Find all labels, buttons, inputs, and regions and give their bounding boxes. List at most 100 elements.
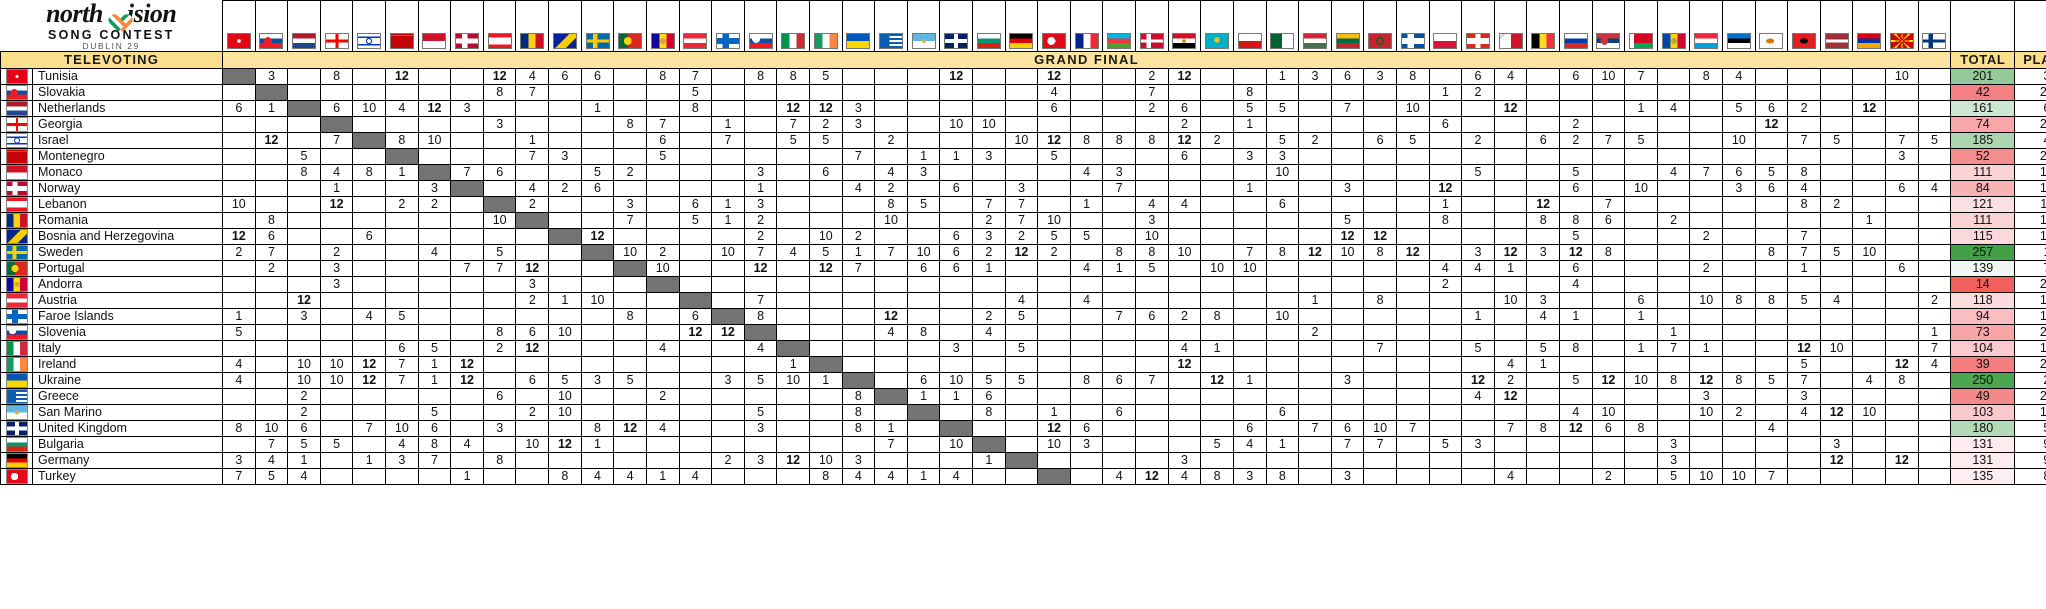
- country-cell-faroe-islands[interactable]: Faroe Islands: [0, 307, 223, 325]
- voter-column-header-israel[interactable]: [352, 0, 387, 52]
- voter-column-header-andorra[interactable]: [645, 0, 680, 52]
- vote-cell: 10: [1722, 131, 1756, 149]
- voter-column-header-belarus[interactable]: [1624, 0, 1658, 52]
- country-cell-romania[interactable]: Romania: [0, 211, 223, 229]
- voter-column-header-bosnia-and-herzegovina[interactable]: [548, 0, 582, 52]
- voter-column-header-luxembourg[interactable]: [1689, 0, 1724, 52]
- voter-column-header-morocco[interactable]: [1363, 0, 1397, 52]
- voter-column-header-norway[interactable]: [450, 0, 484, 52]
- country-cell-austria[interactable]: Austria: [0, 291, 223, 309]
- voter-column-header-moldova[interactable]: [1656, 0, 1691, 52]
- voter-column-header-poland[interactable]: [1428, 0, 1463, 52]
- vote-cell: 10: [1885, 67, 1919, 85]
- country-cell-montenegro[interactable]: Montenegro: [0, 147, 223, 165]
- voter-column-header-turkey[interactable]: [1037, 0, 1071, 52]
- voter-column-header-france[interactable]: [1069, 0, 1104, 52]
- voter-column-header-sweden[interactable]: [580, 0, 615, 52]
- country-cell-monaco[interactable]: Monaco: [0, 163, 223, 181]
- voter-column-header-finland[interactable]: [1917, 0, 1952, 52]
- country-cell-israel[interactable]: Israel: [0, 131, 223, 149]
- voter-column-header-serbia[interactable]: [1591, 0, 1626, 52]
- voter-column-header-estonia[interactable]: [1722, 0, 1756, 52]
- country-cell-tunisia[interactable]: Tunisia: [0, 67, 223, 85]
- voter-column-header-ireland[interactable]: [808, 0, 843, 52]
- voter-column-header-algeria[interactable]: [1265, 0, 1300, 52]
- voter-column-header-romania[interactable]: [515, 0, 550, 52]
- voter-column-header-czech-republic[interactable]: [1232, 0, 1267, 52]
- voter-column-header-lithuania[interactable]: [1330, 0, 1365, 52]
- voter-column-header-kazakhstan[interactable]: [1200, 0, 1234, 52]
- voter-column-header-albania[interactable]: [1787, 0, 1821, 52]
- voter-column-header-malta[interactable]: [1493, 0, 1528, 52]
- country-cell-netherlands[interactable]: Netherlands: [0, 99, 223, 117]
- vote-cell: [1102, 435, 1137, 453]
- voter-column-header-lebanon[interactable]: [482, 0, 517, 52]
- country-cell-ireland[interactable]: Ireland: [0, 355, 223, 373]
- voter-column-header-netherlands[interactable]: [287, 0, 321, 52]
- country-cell-portugal[interactable]: Portugal: [0, 259, 223, 277]
- country-cell-slovakia[interactable]: Slovakia: [0, 83, 223, 101]
- country-cell-sweden[interactable]: Sweden: [0, 243, 223, 261]
- voter-column-header-italy[interactable]: [776, 0, 810, 52]
- voter-column-header-united-kingdom[interactable]: [939, 0, 974, 52]
- country-cell-greece[interactable]: Greece: [0, 387, 223, 405]
- voter-column-header-russia[interactable]: [1558, 0, 1593, 52]
- voter-column-header-bulgaria[interactable]: [972, 0, 1006, 52]
- voter-column-header-ukraine[interactable]: [841, 0, 876, 52]
- voter-column-header-montenegro[interactable]: [385, 0, 419, 52]
- vote-cell: 10: [1200, 259, 1234, 277]
- country-cell-georgia[interactable]: Georgia: [0, 115, 223, 133]
- vote-cell: [1656, 275, 1691, 293]
- vote-cell: 10: [548, 403, 582, 421]
- country-cell-bosnia-and-herzegovina[interactable]: Bosnia and Herzegovina: [0, 227, 223, 245]
- voter-column-header-iceland[interactable]: [1395, 0, 1430, 52]
- country-cell-san-marino[interactable]: San Marino: [0, 403, 223, 421]
- voter-column-header-north-macedonia[interactable]: [1885, 0, 1919, 52]
- vote-cell: [711, 467, 745, 485]
- vote-cell: [1917, 67, 1952, 85]
- voter-column-header-greece[interactable]: [874, 0, 908, 52]
- voter-column-header-belgium[interactable]: [1526, 0, 1560, 52]
- voter-column-header-tunisia[interactable]: [222, 0, 256, 52]
- vote-cell: [645, 83, 680, 101]
- vote-cell: [776, 227, 810, 245]
- voter-column-header-cyprus[interactable]: [1754, 0, 1789, 52]
- voter-column-header-hungary[interactable]: [1298, 0, 1332, 52]
- north-macedonia-flag-icon: [1889, 33, 1914, 50]
- vote-cell: [1363, 83, 1397, 101]
- voter-column-header-egypt[interactable]: [1167, 0, 1202, 52]
- voter-column-header-slovakia[interactable]: [254, 0, 289, 52]
- country-cell-italy[interactable]: Italy: [0, 339, 223, 357]
- country-cell-germany[interactable]: Germany: [0, 451, 223, 469]
- country-name: Ukraine: [38, 373, 82, 387]
- voter-column-header-georgia[interactable]: [319, 0, 354, 52]
- voter-column-header-faroe-islands[interactable]: [711, 0, 745, 52]
- country-cell-bulgaria[interactable]: Bulgaria: [0, 435, 223, 453]
- voter-column-header-denmark[interactable]: [1135, 0, 1169, 52]
- voter-column-header-germany[interactable]: [1004, 0, 1039, 52]
- final-place: 19: [2014, 179, 2046, 197]
- voter-column-header-switzerland[interactable]: [1461, 0, 1495, 52]
- voter-column-header-armenia[interactable]: [1852, 0, 1887, 52]
- voter-column-header-san-marino[interactable]: [906, 0, 941, 52]
- vote-cell: [1135, 403, 1169, 421]
- country-cell-norway[interactable]: Norway: [0, 179, 223, 197]
- vote-cell: [1200, 323, 1234, 341]
- vote-cell: 2: [1917, 291, 1952, 309]
- country-cell-ukraine[interactable]: Ukraine: [0, 371, 223, 389]
- vote-cell: 12: [450, 355, 484, 373]
- voter-column-header-azerbaijan[interactable]: [1102, 0, 1137, 52]
- country-cell-andorra[interactable]: Andorra: [0, 275, 223, 293]
- voter-column-header-portugal[interactable]: [613, 0, 647, 52]
- vote-cell: [1787, 211, 1821, 229]
- vote-cell: [1558, 323, 1593, 341]
- country-cell-turkey[interactable]: Turkey: [0, 467, 223, 485]
- voter-column-header-slovenia[interactable]: [743, 0, 778, 52]
- voter-column-header-austria[interactable]: [678, 0, 713, 52]
- country-cell-lebanon[interactable]: Lebanon: [0, 195, 223, 213]
- country-cell-united-kingdom[interactable]: United Kingdom: [0, 419, 223, 437]
- voter-column-header-monaco[interactable]: [417, 0, 452, 52]
- country-cell-slovenia[interactable]: Slovenia: [0, 323, 223, 341]
- vote-cell: 10: [254, 419, 289, 437]
- voter-column-header-latvia[interactable]: [1819, 0, 1854, 52]
